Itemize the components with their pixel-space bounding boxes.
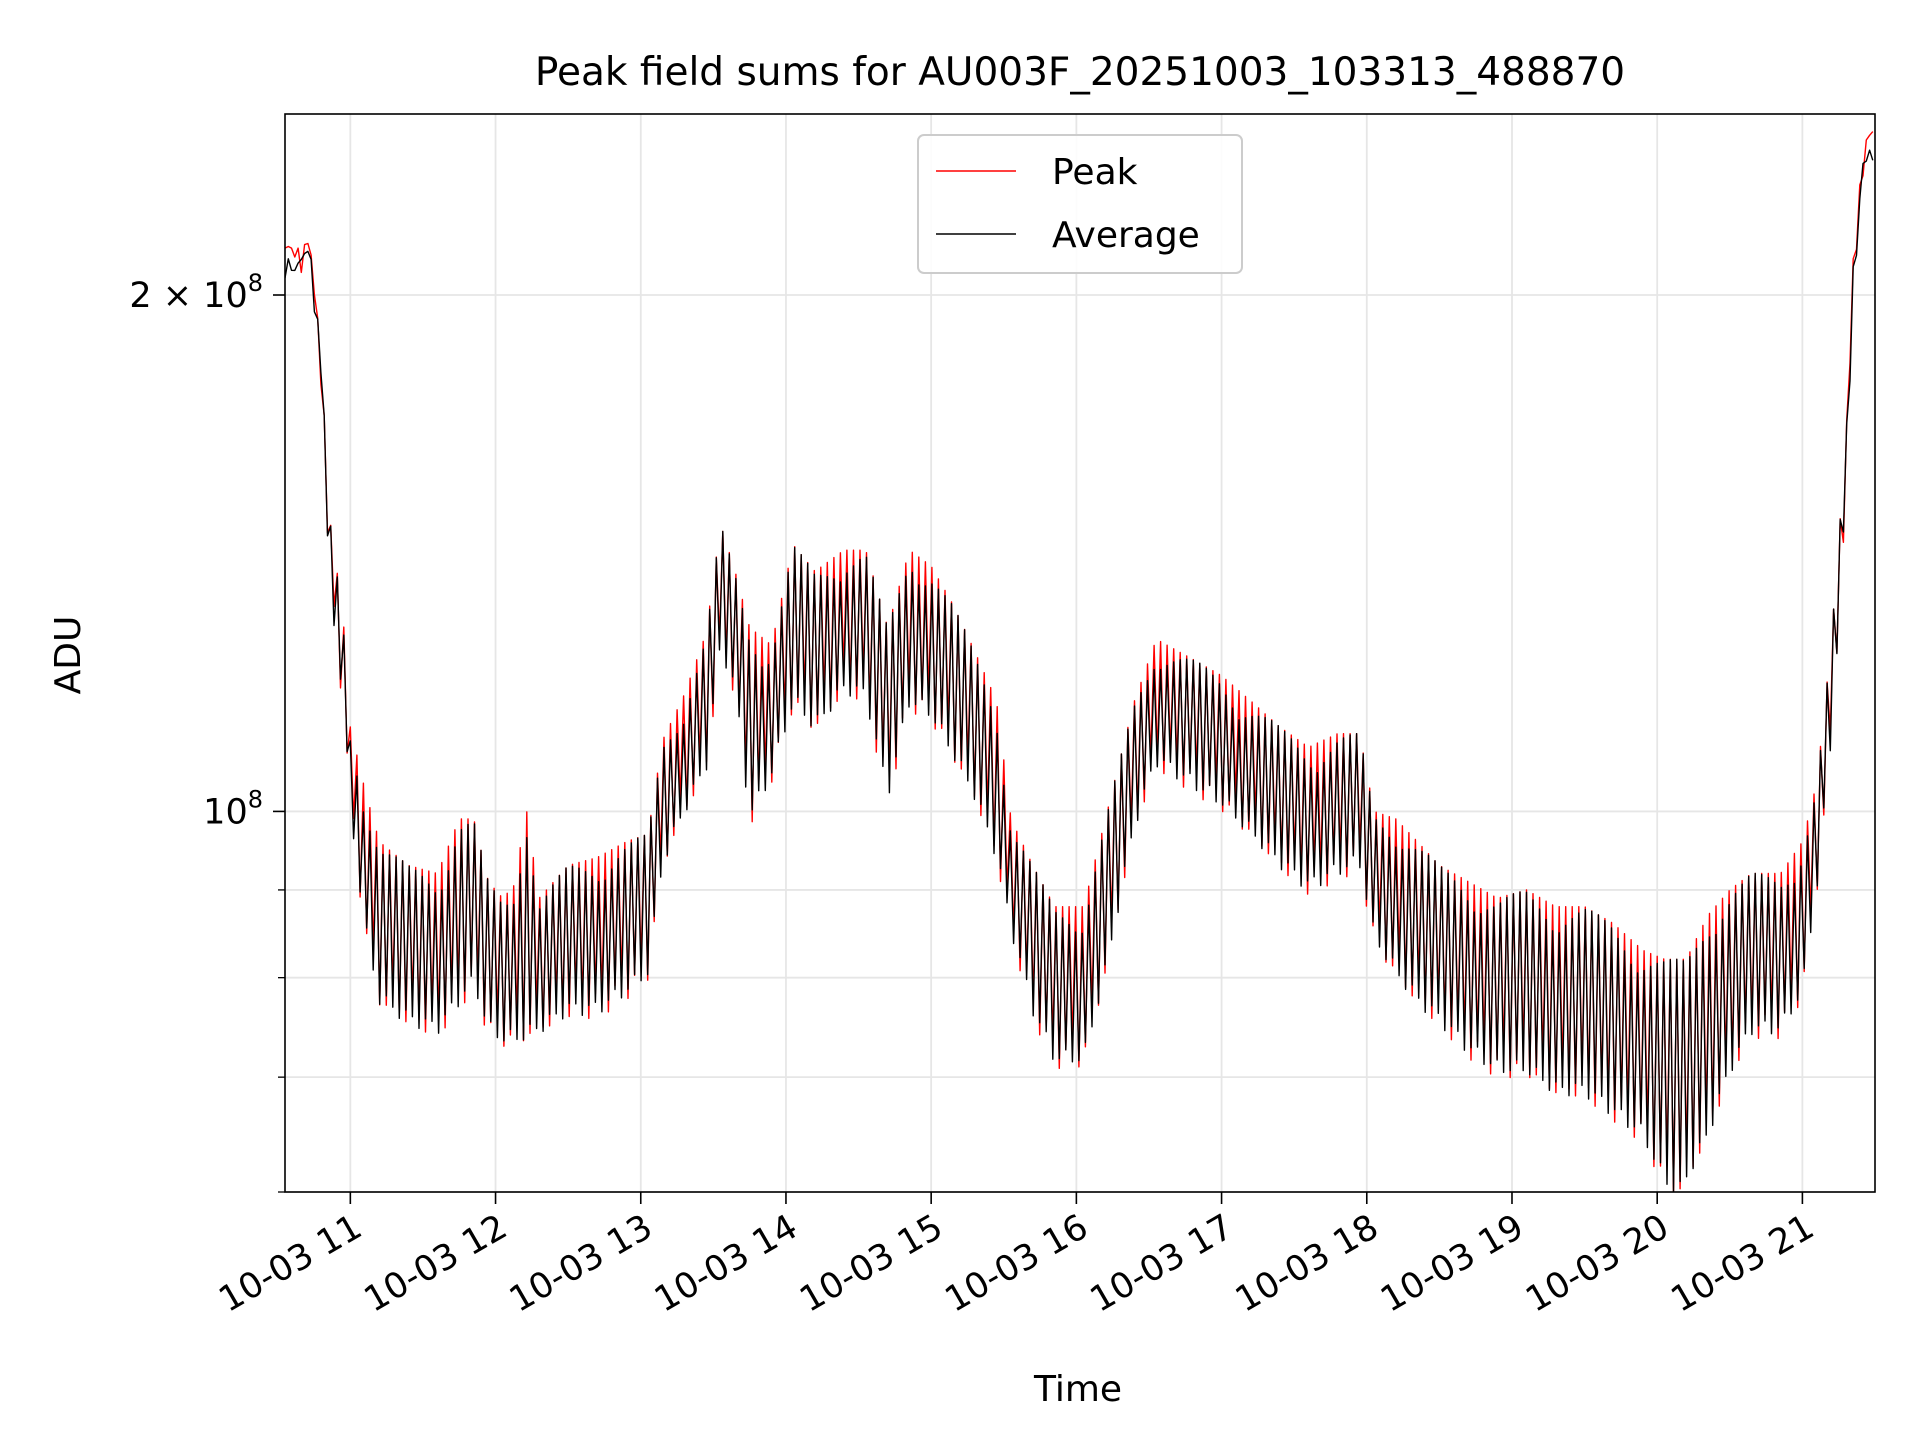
plot-frame xyxy=(284,113,1876,1193)
y-tick-label-0: 108 xyxy=(203,785,263,832)
chart-title: Peak field sums for AU003F_20251003_1033… xyxy=(535,50,1625,95)
legend-label-peak: Peak xyxy=(1052,152,1138,193)
legend: Peak Average xyxy=(917,134,1243,274)
y-axis-label: ADU xyxy=(48,616,89,695)
y-axis-ticks: 108 2 × 108 xyxy=(129,269,285,1193)
y-tick-label-1: 2 × 108 xyxy=(129,269,263,316)
x-axis-label: Time xyxy=(1033,1369,1122,1410)
series-line-average xyxy=(285,149,1874,1192)
legend-label-average: Average xyxy=(1052,215,1200,256)
legend-box xyxy=(917,134,1243,274)
grid-lines xyxy=(285,114,1875,1193)
